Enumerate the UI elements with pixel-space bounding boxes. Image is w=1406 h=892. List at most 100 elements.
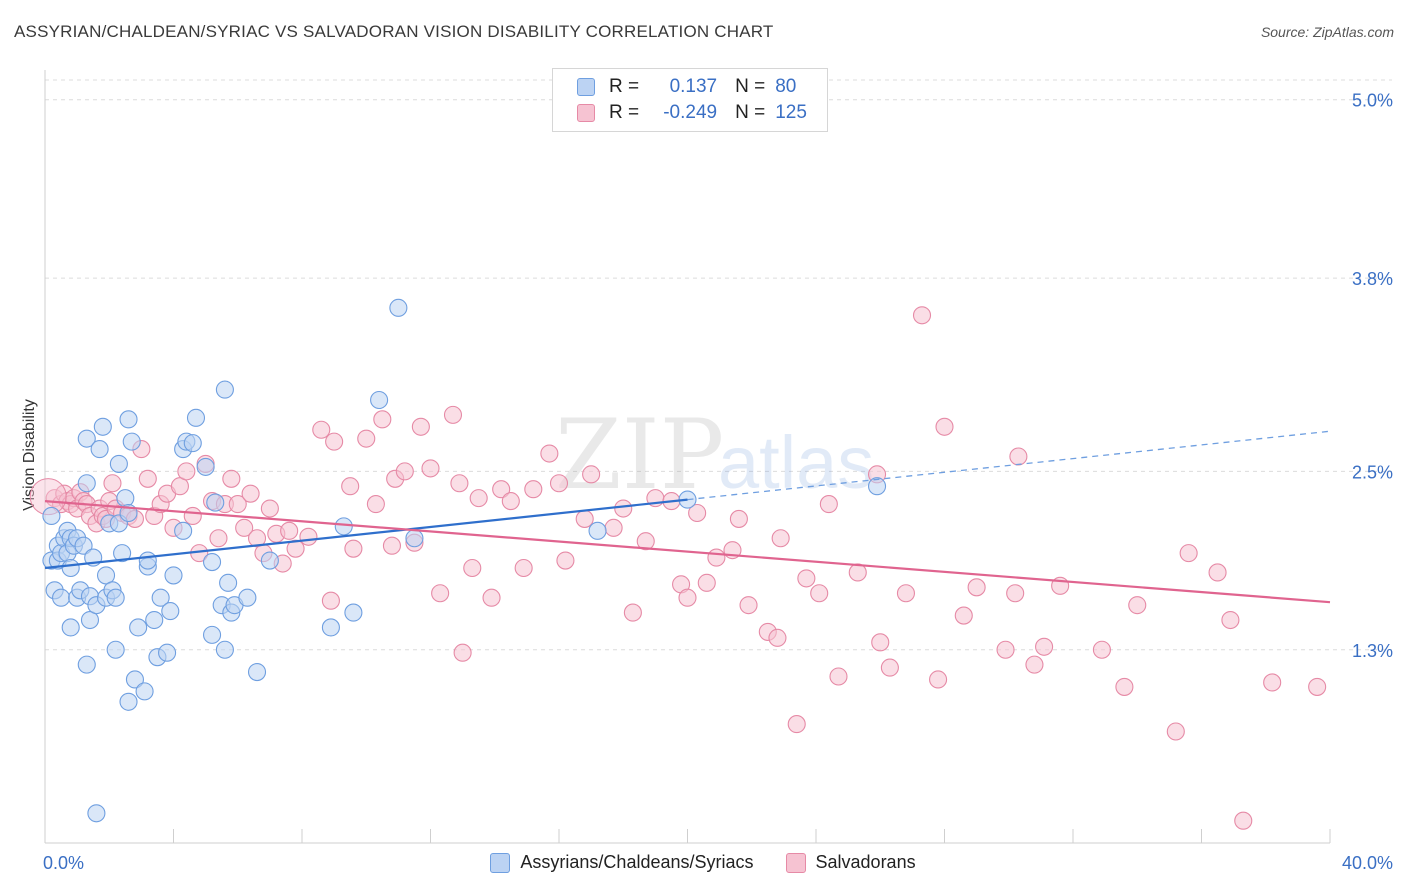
assyrian-point-43 [129,618,148,637]
assyrian-point-59 [203,552,222,572]
assyrian-point-39 [119,410,138,429]
salvadoran-point-44 [280,521,299,540]
salvadoran-point-41 [260,499,279,518]
salvadoran-point-124 [1308,677,1327,696]
salvadoran-point-86 [697,573,716,592]
salvadoran-point-70 [514,558,533,578]
assyrian-point-49 [151,588,170,607]
salvadoran-point-47 [312,420,331,439]
trend-lines [44,430,1331,604]
assyrian-point-19 [77,429,96,448]
salvadoran-point-97 [819,495,838,514]
salvadoran-point-93 [771,529,790,548]
assyrian-point-10 [61,558,80,578]
salvadoran-point-79 [623,603,642,622]
legend-r-value: 0.137 [669,76,718,97]
assyrian-point-65 [219,573,238,592]
salvadoran-point-110 [1006,584,1025,603]
assyrian-point-27 [93,417,112,436]
assyrian-point-71 [321,618,340,637]
salvadoran-point-75 [575,509,594,528]
assyrian-point-73 [344,603,363,622]
salvadoran-point-63 [450,474,469,493]
salvadoran-point-111 [1009,447,1028,466]
assyrian-trend-dashed [687,430,1331,501]
salvadoran-point-115 [1092,640,1111,659]
assyrian-point-77 [588,521,607,540]
salvadoran-point-16 [103,474,122,493]
assyrian-point-52 [164,566,183,585]
axes [44,70,1331,844]
salvadoran-point-55 [382,536,402,555]
salvadoran-point-123 [1263,673,1282,692]
assyrian-point-42 [125,670,144,689]
assyrian-point-46 [138,551,157,570]
salvadoran-point-104 [912,306,932,325]
legend-n-label: N = [735,76,766,97]
assyrian-point-50 [158,643,177,662]
assyrian-point-36 [113,544,132,563]
assyrian-point-34 [109,454,128,473]
assyrian-point-17 [74,536,93,555]
assyrian-point-0 [42,506,61,526]
assyrian-point-26 [90,440,109,459]
y-tick-label-2: 3.8% [1352,269,1393,289]
assyrian-point-40 [119,692,138,711]
salvadoran-point-69 [501,492,520,511]
salvadoran-point-80 [636,532,655,551]
salvadoran-point-105 [929,670,948,689]
salvadoran-point-54 [373,410,392,429]
legend-r-value: -0.249 [663,102,718,123]
salvadoran-point-117 [1128,596,1147,615]
legend-n-value: 80 [775,76,797,97]
salvadoran-point-62 [443,405,463,424]
salvadoran-point-67 [482,588,501,607]
assyrian-point-58 [196,457,215,476]
salvadoran-point-98 [829,667,848,686]
salvadoran-point-46 [299,527,318,546]
salvadoran-point-72 [540,444,559,463]
legend-row-salvadoran: R = -0.249 N = 125 [577,101,807,125]
salvadoran-point-87 [707,548,726,567]
salvadoran-point-33 [209,529,228,548]
salvadoran-point-38 [241,484,260,503]
salvadoran-point-107 [954,606,973,625]
salvadoran-point-45 [286,539,305,558]
salvadoran-point-77 [604,518,623,537]
assyrian-point-41 [122,432,141,451]
salvadoran-point-35 [222,469,241,488]
assyrian-point-63 [215,380,234,399]
salvadoran-point-68 [492,480,511,499]
salvadoran-point-53 [366,495,385,514]
assyrian-point-51 [161,602,180,621]
y-tick-label-3: 5.0% [1352,91,1393,111]
legend-swatch-salvadoran [785,852,806,873]
salvadoran-point-84 [678,588,697,607]
salvadoran-point-71 [524,480,543,499]
chart-title: ASSYRIAN/CHALDEAN/SYRIAC VS SALVADORAN V… [14,22,774,41]
assyrian-point-56 [183,434,202,453]
y-tick-label-1: 2.5% [1352,462,1393,482]
salvadoran-point-65 [463,558,482,578]
series-legend: Assyrians/Chaldeans/Syriacs Salvadorans [0,852,1406,873]
salvadoran-point-28 [177,462,196,481]
legend-item-salvadoran: Salvadorans [785,852,916,873]
legend-r-label: R = [609,76,640,97]
salvadoran-point-74 [556,551,575,570]
salvadoran-point-64 [453,643,472,662]
tick-labels: 1.3% 2.5% 3.8% 5.0% 0.0% 40.0% [43,91,1393,873]
stats-legend: R = 0.137 N = 80 R = -0.249 N = 125 [552,68,828,132]
salvadoran-point-52 [357,429,376,448]
assyrian-point-76 [405,529,424,548]
x-tick-label-max: 40.0% [1342,853,1393,873]
salvadoran-point-108 [967,578,986,597]
salvadoran-point-106 [935,417,954,436]
assyrian-point-64 [215,640,234,659]
watermark-atlas: atlas [718,421,874,504]
salvadoran-point-48 [321,591,340,610]
source-label: Source: ZipAtlas.com [1260,24,1394,40]
x-tick-label-min: 0.0% [43,853,84,873]
salvadoran-point-57 [395,462,414,481]
legend-item-assyrian: Assyrians/Chaldeans/Syriacs [490,852,754,873]
assyrian-point-61 [206,493,225,512]
